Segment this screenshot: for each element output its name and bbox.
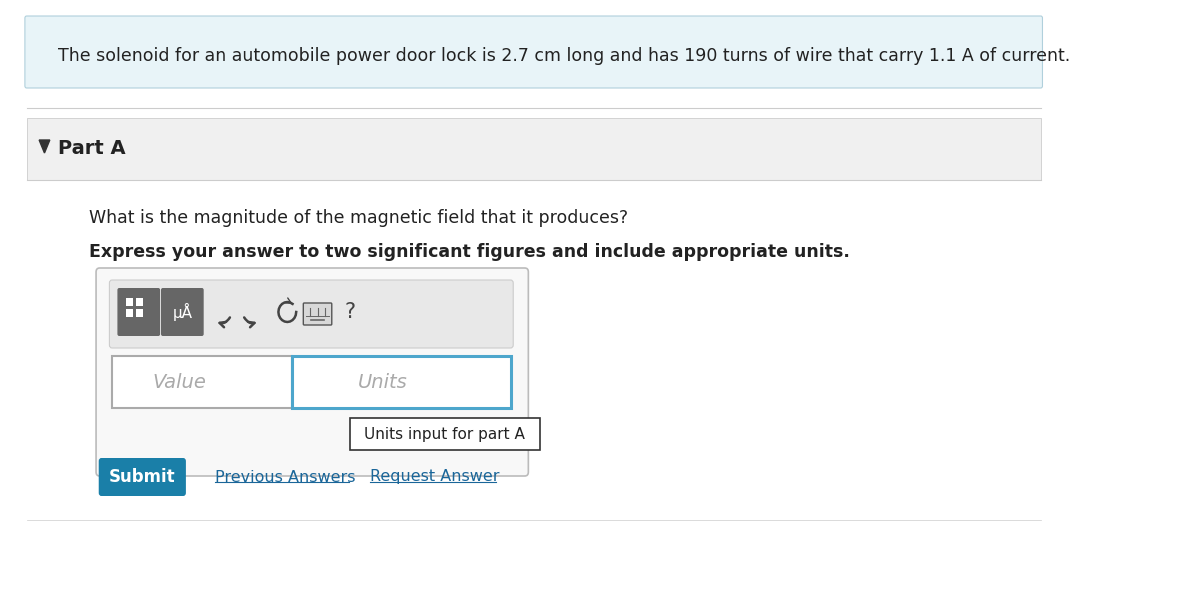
Bar	[292, 356, 510, 408]
Text: Units: Units	[358, 373, 407, 392]
Bar	[126, 309, 133, 317]
FancyBboxPatch shape	[118, 288, 160, 336]
Text: Previous Answers: Previous Answers	[215, 470, 355, 485]
Text: Part A: Part A	[58, 139, 126, 158]
Text: Value: Value	[152, 373, 206, 392]
FancyBboxPatch shape	[161, 288, 204, 336]
FancyBboxPatch shape	[96, 268, 528, 476]
FancyBboxPatch shape	[109, 280, 514, 348]
Bar	[136, 309, 143, 317]
Text: Request Answer: Request Answer	[370, 470, 499, 485]
FancyBboxPatch shape	[304, 303, 331, 325]
Text: ?: ?	[344, 302, 355, 322]
FancyBboxPatch shape	[25, 16, 1043, 88]
Bar	[112, 356, 292, 408]
Bar	[126, 298, 133, 306]
Text: μÅ: μÅ	[173, 303, 192, 321]
Bar	[136, 298, 143, 306]
Polygon shape	[40, 140, 50, 153]
FancyBboxPatch shape	[26, 118, 1040, 180]
Bar	[349, 418, 540, 450]
Text: The solenoid for an automobile power door lock is 2.7 cm long and has 190 turns : The solenoid for an automobile power doo…	[58, 47, 1070, 65]
Text: Units input for part A: Units input for part A	[365, 426, 526, 442]
Text: Express your answer to two significant figures and include appropriate units.: Express your answer to two significant f…	[89, 243, 850, 261]
FancyBboxPatch shape	[98, 458, 186, 496]
Text: Submit: Submit	[109, 468, 175, 486]
Text: What is the magnitude of the magnetic field that it produces?: What is the magnitude of the magnetic fi…	[89, 209, 628, 227]
